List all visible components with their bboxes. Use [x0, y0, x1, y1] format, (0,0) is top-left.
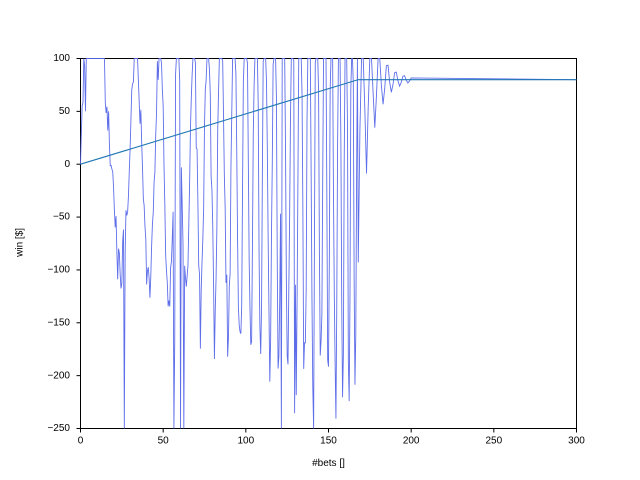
svg-text:100: 100 [53, 53, 70, 64]
svg-text:win [$]: win [$] [14, 228, 25, 258]
svg-text:−100: −100 [47, 265, 70, 276]
svg-text:−150: −150 [47, 317, 70, 328]
svg-text:250: 250 [485, 435, 502, 446]
svg-text:50: 50 [158, 435, 170, 446]
svg-text:200: 200 [403, 435, 420, 446]
svg-text:0: 0 [64, 159, 70, 170]
svg-text:#bets []: #bets [] [312, 458, 345, 469]
svg-text:300: 300 [568, 435, 585, 446]
svg-text:−200: −200 [47, 370, 70, 381]
svg-text:0: 0 [78, 435, 84, 446]
svg-text:100: 100 [237, 435, 254, 446]
svg-text:50: 50 [59, 106, 71, 117]
svg-text:−250: −250 [47, 423, 70, 434]
svg-text:−50: −50 [53, 212, 70, 223]
svg-text:150: 150 [320, 435, 337, 446]
